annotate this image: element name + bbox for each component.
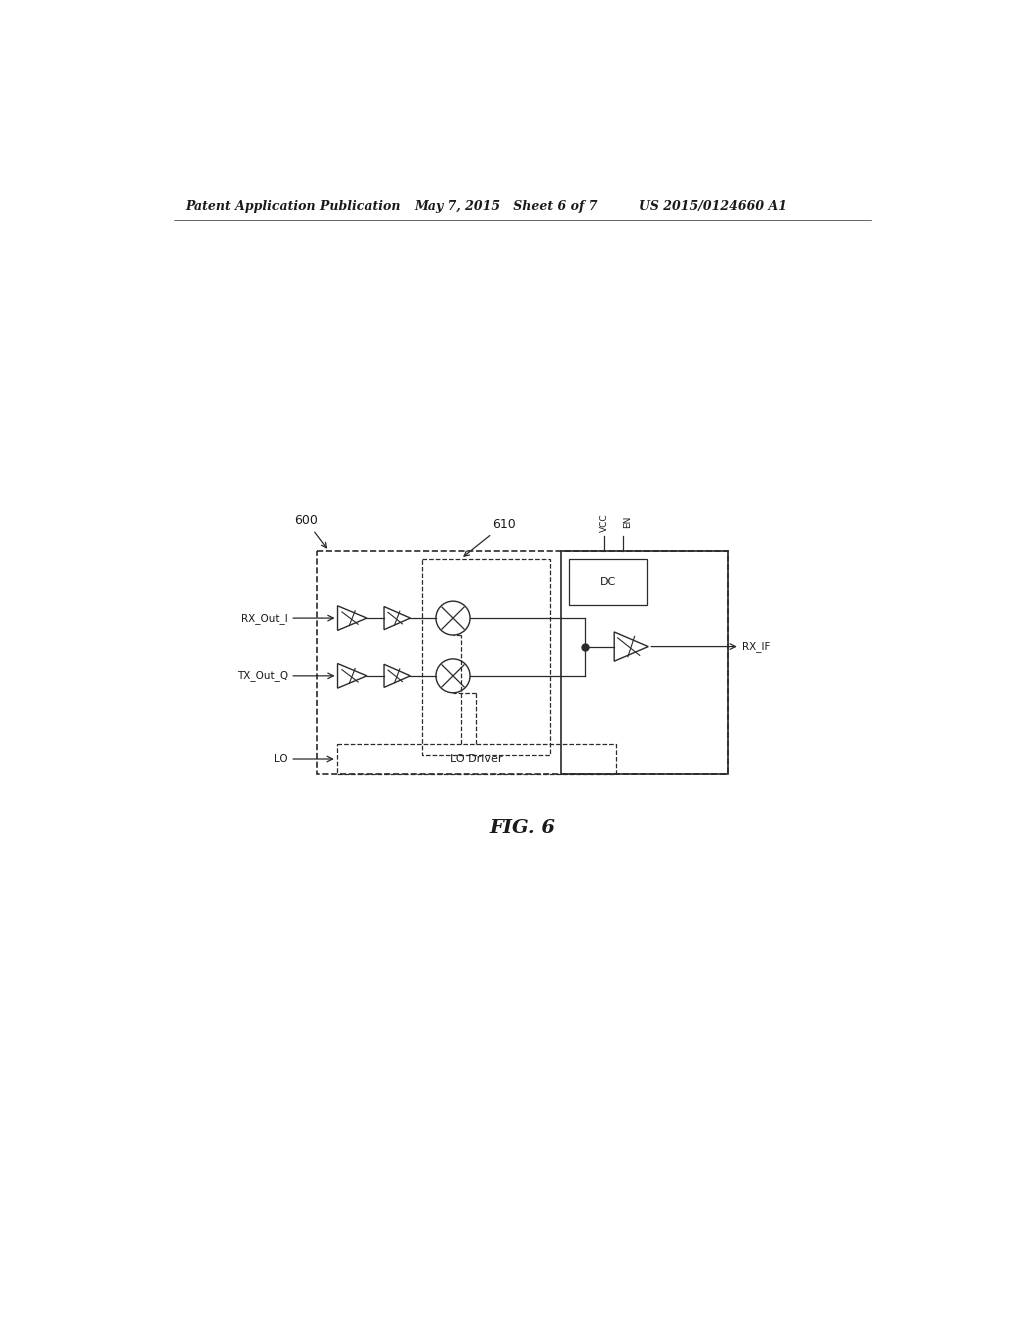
- Text: LO Driver: LO Driver: [449, 754, 502, 764]
- Text: 610: 610: [464, 517, 515, 556]
- Bar: [317, 552, 728, 775]
- Text: VCC: VCC: [599, 513, 608, 532]
- Text: EN: EN: [623, 516, 631, 528]
- Bar: [560, 552, 728, 775]
- Text: 600: 600: [293, 515, 326, 548]
- Text: RX_IF: RX_IF: [742, 642, 769, 652]
- Text: DC: DC: [599, 577, 615, 587]
- Bar: [569, 558, 646, 605]
- Bar: [336, 743, 615, 775]
- Text: FIG. 6: FIG. 6: [489, 820, 555, 837]
- Bar: [422, 558, 549, 755]
- Text: Patent Application Publication: Patent Application Publication: [185, 199, 400, 213]
- Text: RX_Out_I: RX_Out_I: [240, 612, 287, 623]
- Text: US 2015/0124660 A1: US 2015/0124660 A1: [638, 199, 787, 213]
- Text: LO: LO: [274, 754, 287, 764]
- Text: May 7, 2015   Sheet 6 of 7: May 7, 2015 Sheet 6 of 7: [414, 199, 597, 213]
- Text: TX_Out_Q: TX_Out_Q: [236, 671, 287, 681]
